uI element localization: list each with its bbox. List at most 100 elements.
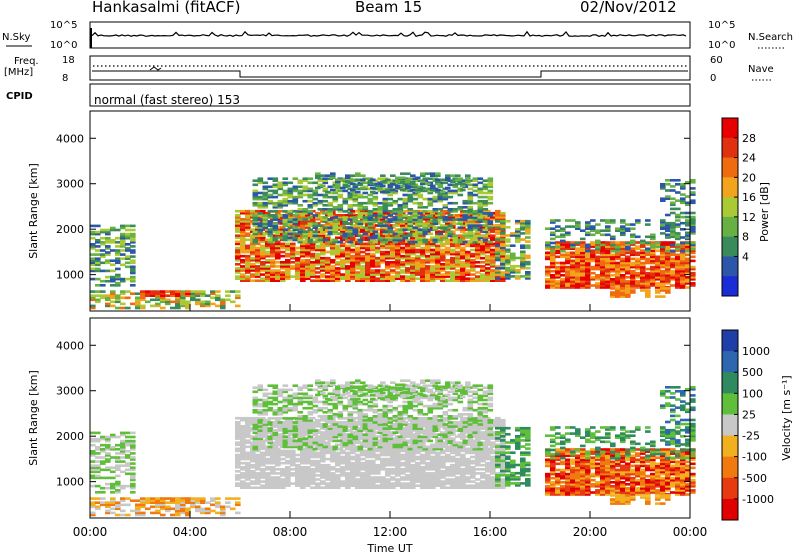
power-cell bbox=[452, 234, 459, 238]
power-cell bbox=[340, 230, 346, 233]
power-cell bbox=[450, 220, 456, 223]
power-cell bbox=[575, 261, 581, 265]
power-cell bbox=[260, 267, 266, 270]
power-cell bbox=[370, 186, 376, 190]
velocity-cell bbox=[380, 484, 386, 487]
velocity-cell bbox=[235, 455, 241, 459]
velocity-cell bbox=[350, 466, 356, 469]
power-cell bbox=[415, 188, 421, 192]
power-cell bbox=[310, 265, 316, 268]
power-cell bbox=[485, 218, 491, 221]
power-cell bbox=[370, 261, 376, 264]
power-cell bbox=[110, 284, 116, 287]
power-cell bbox=[120, 226, 126, 230]
power-cell bbox=[272, 218, 279, 221]
power-cell bbox=[375, 279, 381, 282]
power-cell bbox=[420, 214, 426, 217]
power-cell bbox=[292, 238, 299, 242]
velocity-cell bbox=[130, 491, 136, 494]
power-cell bbox=[490, 236, 496, 240]
power-cell bbox=[255, 252, 261, 256]
power-cell bbox=[475, 254, 481, 258]
power-cell bbox=[635, 267, 641, 271]
velocity-cell bbox=[100, 448, 106, 451]
power-cell bbox=[615, 282, 621, 285]
power-cell bbox=[250, 275, 256, 278]
power-cell bbox=[130, 259, 136, 262]
power-cell bbox=[322, 208, 329, 211]
power-cell bbox=[525, 271, 531, 274]
power-cell bbox=[487, 183, 494, 187]
power-cell bbox=[300, 214, 306, 217]
power-cell bbox=[307, 199, 314, 203]
power-cell bbox=[235, 216, 241, 219]
power-cell bbox=[405, 261, 411, 264]
power-cell bbox=[180, 290, 186, 293]
power-cell bbox=[472, 179, 479, 182]
power-cell bbox=[455, 265, 461, 268]
power-cell bbox=[422, 228, 429, 232]
power-cell bbox=[380, 256, 386, 260]
power-cell bbox=[345, 214, 351, 217]
power-cell bbox=[240, 232, 246, 235]
power-cell bbox=[440, 256, 446, 260]
power-cell bbox=[332, 195, 339, 199]
velocity-cell bbox=[115, 505, 121, 509]
velocity-cell bbox=[315, 484, 321, 487]
power-cell bbox=[670, 265, 676, 269]
power-cell bbox=[465, 271, 471, 274]
power-cell bbox=[397, 236, 404, 240]
velocity-cell bbox=[315, 470, 321, 473]
power-cell bbox=[415, 254, 421, 258]
power-cell bbox=[95, 257, 101, 260]
power-cell bbox=[655, 261, 661, 265]
velocity-cell bbox=[320, 416, 326, 420]
velocity-cell bbox=[95, 437, 101, 441]
power-cell bbox=[482, 201, 489, 205]
power-cell bbox=[330, 267, 336, 270]
power-cell bbox=[450, 273, 456, 276]
power-cell bbox=[480, 269, 486, 272]
power-cell bbox=[115, 275, 121, 279]
power-cell bbox=[600, 249, 606, 252]
power-cell bbox=[370, 242, 376, 246]
power-cell bbox=[625, 223, 631, 226]
velocity-cell bbox=[195, 501, 201, 504]
power-cell bbox=[317, 179, 324, 182]
velocity-cell bbox=[365, 437, 371, 440]
power-cell bbox=[545, 282, 551, 285]
power-cell bbox=[240, 277, 246, 280]
power-cell bbox=[310, 244, 316, 248]
power-cell bbox=[505, 238, 511, 241]
power-cell bbox=[545, 247, 551, 250]
power-cell bbox=[477, 199, 484, 203]
velocity-cell bbox=[100, 468, 106, 472]
power-cell bbox=[485, 275, 491, 278]
power-cell bbox=[115, 284, 121, 287]
velocity-cell bbox=[375, 457, 381, 461]
power-cell bbox=[355, 209, 361, 213]
power-cell bbox=[140, 294, 146, 297]
velocity-cell bbox=[240, 484, 246, 487]
power-cell bbox=[330, 261, 336, 264]
power-cell bbox=[600, 243, 606, 247]
power-cell bbox=[660, 289, 666, 292]
power-cell bbox=[405, 244, 411, 248]
velocity-cell bbox=[300, 466, 306, 469]
velocity-cell bbox=[110, 448, 116, 451]
power-cell bbox=[570, 269, 576, 273]
power-cell bbox=[545, 251, 551, 255]
power-cell bbox=[615, 278, 621, 281]
power-cell bbox=[357, 238, 364, 242]
power-cell bbox=[565, 243, 571, 246]
power-cell bbox=[285, 252, 291, 256]
velocity-cell bbox=[250, 486, 256, 489]
power-cell bbox=[495, 265, 501, 268]
power-cell bbox=[490, 228, 496, 231]
velocity-cell bbox=[240, 445, 246, 449]
power-cell bbox=[297, 181, 304, 185]
power-cell bbox=[680, 269, 686, 273]
power-cell bbox=[235, 271, 241, 274]
power-cell bbox=[325, 261, 331, 264]
power-cell bbox=[675, 232, 681, 235]
